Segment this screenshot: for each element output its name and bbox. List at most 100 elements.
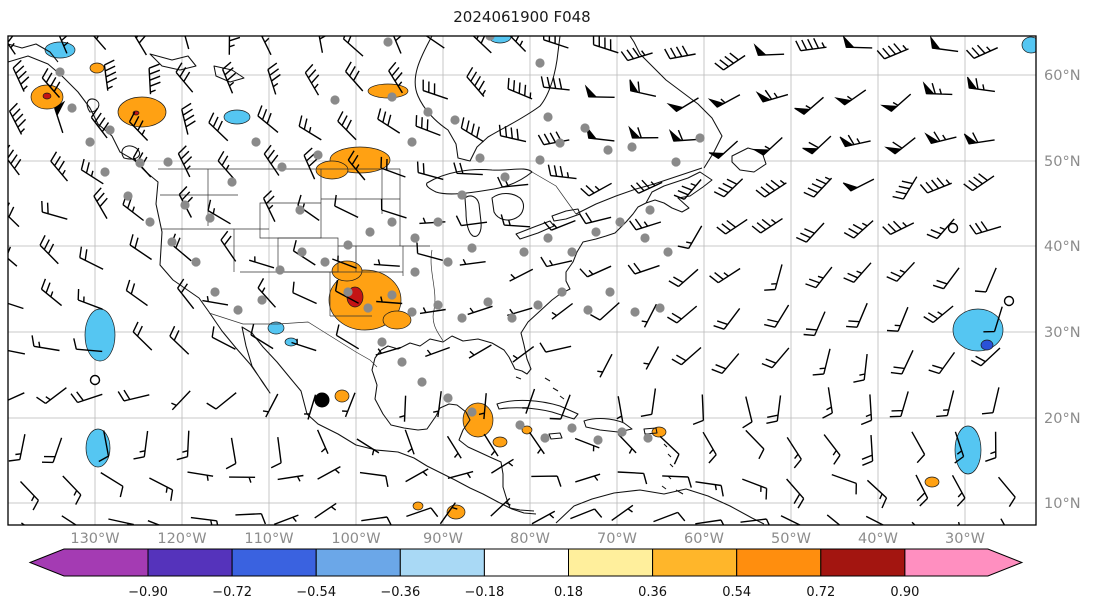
station-dot: [387, 217, 397, 227]
wind-barb: [805, 266, 833, 289]
wind-barb: [630, 179, 663, 194]
wind-barb: [79, 246, 104, 270]
station-dot: [593, 435, 603, 445]
wind-barb: [843, 220, 874, 239]
wind-barb: [468, 344, 492, 359]
anomaly-patch: [84, 308, 116, 362]
station-dot: [407, 137, 417, 147]
wind-barb: [491, 458, 514, 474]
wind-barb: [375, 346, 401, 356]
state-country-borders: [158, 168, 577, 368]
wind-barb: [347, 150, 366, 181]
wind-barb: [711, 353, 740, 375]
wind-barb: [951, 474, 966, 507]
station-dot: [655, 303, 665, 313]
wind-barb: [377, 108, 401, 134]
wind-barb: [742, 478, 768, 500]
colorbar-segment: [736, 548, 822, 577]
station-dot: [507, 313, 517, 323]
wind-barb: [876, 43, 909, 60]
anomaly-patch: [924, 476, 940, 488]
wind-barb: [415, 115, 441, 137]
wind-barb: [640, 388, 657, 417]
wind-barb: [543, 36, 569, 49]
colorbar-tick-label: 0.36: [638, 585, 667, 600]
wind-barb: [175, 62, 194, 93]
anomaly-patch: [1021, 36, 1036, 54]
wind-barb: [997, 476, 1016, 507]
station-dot: [295, 205, 305, 215]
station-dot: [433, 217, 443, 227]
wind-barb: [742, 396, 753, 429]
wind-barb: [969, 221, 1002, 235]
wind-barb: [380, 198, 407, 219]
wind-barb: [8, 349, 26, 355]
station-dot: [443, 393, 453, 403]
station-dot: [407, 307, 417, 317]
anomaly-patch: [382, 310, 412, 330]
wind-barb: [579, 265, 612, 278]
anomaly-patch: [315, 160, 349, 180]
station-dot: [695, 133, 705, 143]
station-dot: [515, 420, 525, 430]
wind-barb: [132, 147, 152, 178]
wind-barb: [8, 392, 25, 401]
station-dot: [387, 290, 397, 300]
wind-barb-pennant: [585, 125, 598, 140]
lon-tick-label: 30°W: [945, 531, 985, 547]
wind-barb-pennant: [967, 76, 978, 90]
wind-barb: [416, 242, 443, 261]
wind-barb: [803, 311, 826, 337]
wind-barb: [547, 164, 577, 180]
wind-barb: [8, 102, 27, 135]
wind-barb-pennant: [922, 81, 935, 95]
station-dot: [591, 227, 601, 237]
wind-barb: [380, 156, 406, 178]
wind-barb: [597, 353, 613, 378]
wind-barb: [211, 326, 236, 350]
wind-barb-pennant: [584, 84, 598, 98]
wind-barb: [740, 518, 770, 525]
wind-barb-pennant: [755, 91, 772, 103]
wind-barb: [184, 36, 190, 50]
wind-barb: [80, 158, 104, 185]
wind-barb: [263, 144, 280, 176]
wind-barb: [886, 261, 916, 282]
wind-barb: [853, 354, 868, 383]
lon-tick-label: 80°W: [510, 531, 550, 547]
wind-barb: [923, 305, 954, 324]
wind-barb-pennant: [708, 152, 726, 160]
wind-barb: [861, 435, 874, 466]
station-dot: [423, 107, 433, 117]
wind-barb: [342, 36, 364, 57]
wind-barb-pennant: [794, 107, 811, 115]
anomaly-patch: [267, 321, 285, 335]
lon-tick-label: 60°W: [684, 531, 724, 547]
wind-barb: [974, 267, 997, 293]
station-dot: [671, 157, 681, 167]
wind-barb: [709, 267, 741, 284]
wind-barb: [169, 325, 190, 355]
open-circle-marker: [947, 222, 959, 234]
station-markers: [55, 36, 1015, 445]
wind-barb: [39, 234, 59, 265]
station-dot: [67, 103, 77, 113]
wind-barb: [149, 477, 174, 501]
wind-barb: [171, 390, 191, 411]
wind-barb: [662, 475, 692, 488]
wind-barb: [404, 429, 415, 455]
wind-barb: [522, 388, 536, 414]
wind-barb: [221, 61, 237, 94]
anomaly-patch: [412, 501, 424, 511]
station-dot: [135, 158, 145, 168]
wind-barb: [337, 111, 357, 141]
wind-barb: [543, 219, 576, 231]
wind-barb: [985, 431, 997, 462]
station-dot: [233, 305, 243, 315]
wind-barb: [425, 346, 450, 358]
station-dot: [605, 287, 615, 297]
wind-barb: [882, 220, 915, 236]
colorbar-tick-label: −0.72: [212, 585, 252, 600]
station-dot: [163, 157, 173, 167]
station-dot: [343, 287, 353, 297]
